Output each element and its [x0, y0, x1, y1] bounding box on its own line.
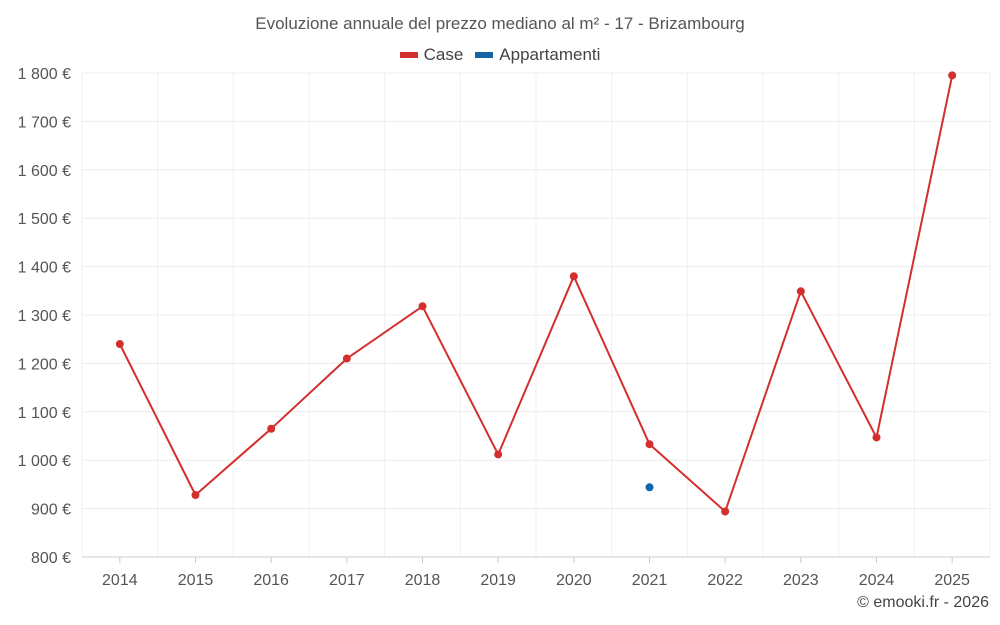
x-tick-label: 2022: [707, 572, 743, 589]
y-tick-label: 1 700 €: [18, 114, 71, 131]
y-tick-label: 800 €: [31, 550, 71, 567]
x-tick-label: 2021: [632, 572, 668, 589]
series-line-0: [118, 75, 954, 513]
data-point: [418, 302, 427, 311]
legend: Case Appartamenti: [0, 45, 1000, 65]
y-tick-label: 1 300 €: [18, 308, 71, 325]
y-tick-label: 1 800 €: [18, 66, 71, 83]
data-point: [267, 424, 276, 433]
legend-swatch-appartamenti: [475, 52, 494, 58]
x-tick-label: 2017: [329, 572, 365, 589]
x-tick-label: 2019: [480, 572, 516, 589]
legend-item-case[interactable]: Case: [399, 45, 464, 65]
data-point: [494, 450, 503, 459]
data-point: [645, 483, 654, 492]
credit-text: © emooki.fr - 2026: [857, 594, 989, 611]
data-point: [872, 433, 881, 442]
y-tick-label: 1 400 €: [18, 260, 71, 277]
series: [115, 71, 957, 516]
x-tick-label: 2023: [783, 572, 819, 589]
y-tick-label: 1 000 €: [18, 453, 71, 470]
legend-swatch-case: [399, 52, 418, 58]
data-point: [191, 491, 200, 500]
x-tick-label: 2014: [102, 572, 138, 589]
x-tick-label: 2015: [178, 572, 214, 589]
y-tick-label: 1 500 €: [18, 211, 71, 228]
data-point: [342, 354, 351, 363]
chart-title: Evoluzione annuale del prezzo mediano al…: [255, 14, 745, 33]
legend-item-appartamenti[interactable]: Appartamenti: [475, 45, 600, 65]
data-point: [796, 287, 805, 296]
y-tick-label: 1 600 €: [18, 163, 71, 180]
y-tick-label: 1 100 €: [18, 405, 71, 422]
x-tick-label: 2016: [253, 572, 289, 589]
x-tick-label: 2024: [859, 572, 895, 589]
x-tick-label: 2020: [556, 572, 592, 589]
data-point: [115, 340, 124, 349]
grid: [81, 72, 991, 558]
axes: 800 € 900 € 1 000 € 1 100 € 1 200 € 1 300 € 1 …: [18, 66, 990, 589]
legend-label-appartamenti: Appartamenti: [499, 45, 601, 64]
data-point: [645, 440, 654, 449]
data-point: [569, 272, 578, 281]
x-tick-label: 2018: [405, 572, 441, 589]
y-tick-label: 900 €: [31, 502, 71, 519]
data-point: [721, 507, 730, 516]
data-point: [948, 71, 957, 80]
x-tick-label: 2025: [934, 572, 970, 589]
legend-label-case: Case: [423, 45, 464, 64]
y-tick-label: 1 200 €: [18, 356, 71, 373]
